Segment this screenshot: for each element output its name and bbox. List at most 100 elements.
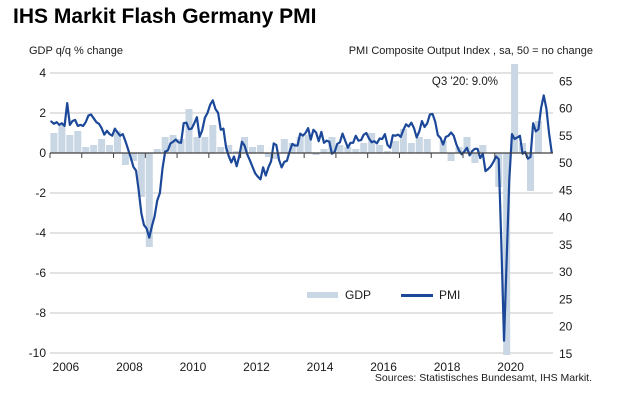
- gdp-bar: [376, 145, 384, 153]
- gdp-bar: [320, 149, 328, 153]
- gdp-bar: [74, 131, 82, 153]
- page-title: IHS Markit Flash Germany PMI: [13, 5, 317, 28]
- gdp-bar: [479, 145, 487, 153]
- gdp-bar: [463, 137, 471, 153]
- gdp-bar: [288, 143, 296, 153]
- gdp-bar: [209, 125, 217, 153]
- gdp-bar: [249, 147, 257, 153]
- pmi-line: [50, 94, 553, 342]
- left-axis-tick-label: 2: [39, 106, 46, 120]
- gdp-legend-label: GDP: [345, 288, 372, 302]
- left-axis-title: GDP q/q % change: [29, 45, 123, 57]
- right-axis-title: PMI Composite Output Index , sa, 50 = no…: [348, 45, 593, 57]
- gdp-bar: [169, 135, 177, 153]
- right-axis-tick-label: 65: [559, 74, 573, 88]
- gdp-bar: [296, 137, 304, 153]
- gdp-bar: [312, 153, 320, 155]
- right-axis-tick-label: 20: [559, 320, 573, 334]
- gdp-bar: [526, 153, 534, 191]
- right-axis-tick-label: 50: [559, 156, 573, 170]
- left-axis-tick-label: -2: [35, 186, 46, 200]
- x-axis-tick-label: 2010: [180, 360, 207, 374]
- gdp-bar: [114, 131, 122, 153]
- gdp-bar: [280, 139, 288, 153]
- x-axis-tick-label: 2020: [497, 360, 524, 374]
- gdp-bar: [447, 153, 455, 161]
- right-axis-tick-label: 55: [559, 129, 573, 143]
- chart-legend: GDP PMI: [307, 288, 460, 302]
- gdp-bar: [153, 149, 161, 153]
- gdp-bar: [423, 139, 431, 153]
- left-axis-labels: 4 2 0 -2 -4 -6 -8 -10: [29, 66, 47, 360]
- right-axis-tick-label: 45: [559, 183, 573, 197]
- gdp-bar: [256, 145, 264, 153]
- pmi-legend-swatch-icon: [401, 293, 434, 297]
- right-axis-tick-label: 35: [559, 238, 573, 252]
- gdp-bar: [336, 145, 344, 153]
- gdp-bar: [328, 137, 336, 153]
- gdp-bars: [50, 64, 542, 355]
- left-axis-tick-label: -6: [35, 266, 46, 280]
- right-axis-tick-label: 40: [559, 211, 573, 225]
- gdp-bar: [177, 139, 185, 153]
- gdp-bar: [201, 137, 209, 153]
- gdp-bar: [66, 135, 74, 153]
- gdp-bar: [233, 151, 241, 153]
- gdp-bar: [145, 153, 153, 247]
- sources-note: Sources: Statistisches Bundesamt, IHS Ma…: [374, 372, 592, 384]
- gdp-bar: [137, 153, 145, 197]
- gdp-bar: [225, 145, 233, 153]
- gdp-bar: [272, 153, 280, 159]
- gdp-bar: [98, 139, 106, 153]
- gdp-bar: [90, 145, 98, 153]
- gdp-bar: [50, 133, 58, 153]
- gdp-bar: [511, 64, 519, 153]
- x-axis-tick-label: 2016: [370, 360, 397, 374]
- gdp-bar: [439, 141, 447, 153]
- gdp-bar: [121, 153, 129, 165]
- gdp-bar: [217, 147, 225, 153]
- gdp-bar: [185, 109, 193, 153]
- gridlines: [50, 72, 553, 354]
- left-axis-tick-label: -4: [35, 226, 46, 240]
- gdp-bar: [264, 153, 272, 157]
- pmi-legend-label: PMI: [439, 288, 461, 302]
- left-axis-tick-label: 4: [39, 66, 46, 80]
- gdp-bar: [384, 151, 392, 153]
- left-axis-tick-label: 0: [39, 146, 46, 160]
- x-axis-tick-label: 2018: [434, 360, 461, 374]
- x-axis: [49, 152, 553, 158]
- right-axis-tick-label: 60: [559, 102, 573, 116]
- gdp-bar: [193, 137, 201, 153]
- right-axis-labels: 65 60 55 50 45 40 35 30 25 20 15: [559, 74, 573, 361]
- gdp-bar: [360, 143, 368, 153]
- gdp-bar: [58, 125, 66, 153]
- gdp-bar: [415, 137, 423, 153]
- right-axis-tick-label: 25: [559, 292, 573, 306]
- gdp-bar: [304, 135, 312, 153]
- gdp-bar: [344, 147, 352, 153]
- q3-2020-annotation: Q3 '20: 9.0%: [431, 76, 498, 88]
- left-axis-tick-label: -10: [29, 346, 47, 360]
- gdp-bar: [399, 129, 407, 153]
- gdp-bar: [407, 143, 415, 153]
- gdp-legend-swatch-icon: [307, 292, 338, 298]
- gdp-bar: [352, 149, 360, 153]
- x-axis-tick-label: 2008: [116, 360, 143, 374]
- gdp-bar: [106, 145, 114, 153]
- gdp-bar: [391, 141, 399, 153]
- right-axis-tick-label: 15: [559, 347, 573, 361]
- gdp-bar: [161, 137, 169, 153]
- right-axis-tick-label: 30: [559, 265, 573, 279]
- gdp-bar: [534, 121, 542, 153]
- x-axis-tick-label: 2006: [53, 360, 80, 374]
- gdp-bar: [82, 147, 90, 153]
- x-axis-tick-label: 2012: [243, 360, 270, 374]
- x-axis-tick-label: 2014: [307, 360, 334, 374]
- left-axis-tick-label: -8: [35, 306, 46, 320]
- gdp-bar: [471, 153, 479, 163]
- gdp-bar: [129, 153, 137, 161]
- x-axis-labels: 2006 2008 2010 2012 2014 2016 2018 2020: [53, 360, 525, 374]
